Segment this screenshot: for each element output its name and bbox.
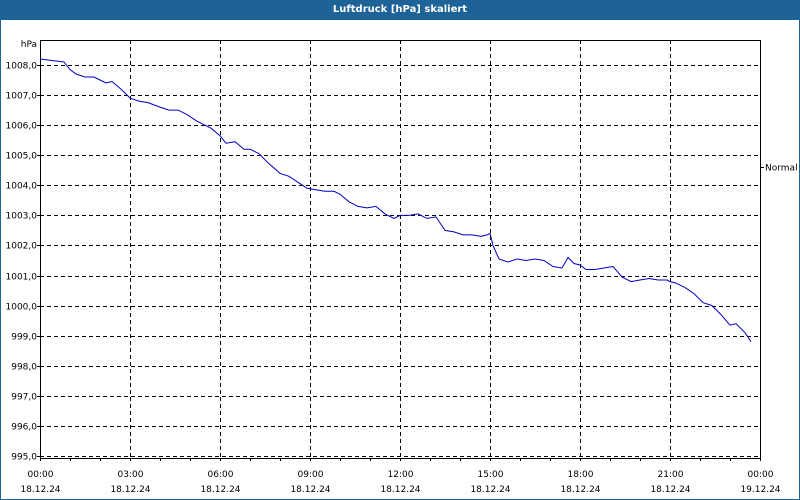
x-tick-time: 00:00: [748, 470, 774, 480]
x-tick-date: 18.12.24: [380, 485, 420, 495]
y-tick-label: 995,0: [11, 453, 37, 463]
y-tick-label: 1007,0: [6, 92, 38, 102]
y-tick-label: 1004,0: [6, 182, 38, 192]
y-tick-label: 1005,0: [6, 152, 38, 162]
x-tick-time: 15:00: [478, 470, 504, 480]
x-tick-time: 03:00: [118, 470, 144, 480]
x-tick-date: 18.12.24: [20, 485, 60, 495]
x-tick-date: 18.12.24: [200, 485, 240, 495]
x-tick-time: 09:00: [298, 470, 324, 480]
pressure-series-line: [39, 58, 752, 342]
y-tick-label: 1001,0: [6, 273, 38, 283]
y-tick-label: 1003,0: [6, 212, 38, 222]
chart-title: Luftdruck [hPa] skaliert: [0, 0, 800, 20]
x-tick-date: 18.12.24: [650, 485, 690, 495]
y-tick-label: 998,0: [11, 363, 37, 373]
normal-label: Normal: [765, 164, 798, 174]
x-tick-date: 18.12.24: [110, 485, 150, 495]
y-tick-label: 1000,0: [6, 303, 38, 313]
x-tick-date: 18.12.24: [560, 485, 600, 495]
y-axis-unit: hPa: [21, 40, 37, 50]
x-tick-time: 21:00: [658, 470, 684, 480]
y-tick-label: 1008,0: [6, 62, 38, 72]
x-tick-date: 18.12.24: [290, 485, 330, 495]
x-tick-date: 19.12.24: [740, 485, 780, 495]
x-tick-date: 18.12.24: [470, 485, 510, 495]
y-tick-label: 997,0: [11, 393, 37, 403]
x-tick-time: 06:00: [208, 470, 234, 480]
x-tick-time: 18:00: [568, 470, 594, 480]
y-tick-label: 996,0: [11, 423, 37, 433]
x-tick-time: 00:00: [28, 470, 54, 480]
y-tick-label: 1006,0: [6, 122, 38, 132]
y-tick-label: 999,0: [11, 333, 37, 343]
y-tick-label: 1002,0: [6, 242, 38, 252]
x-tick-time: 12:00: [388, 470, 414, 480]
